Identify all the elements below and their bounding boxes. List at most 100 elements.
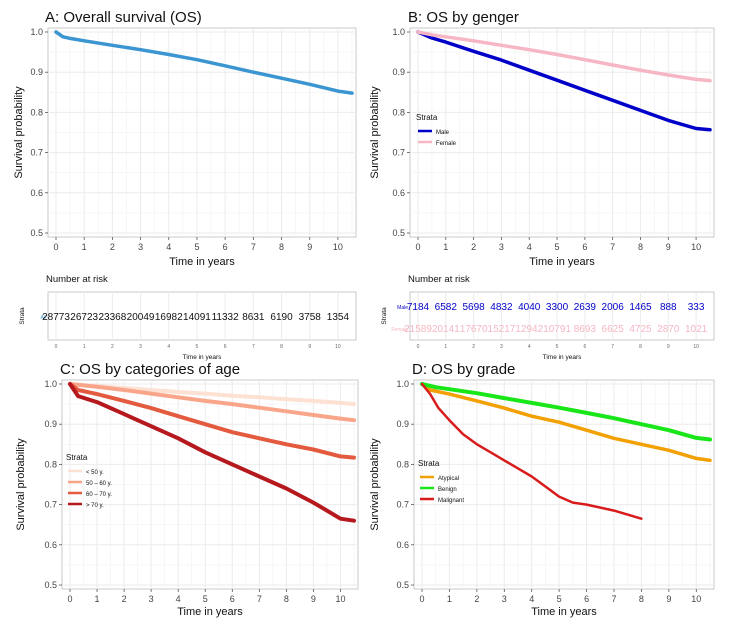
risk-value: 8631 <box>242 312 265 323</box>
legend-label: 60 – 70 y. <box>86 492 112 498</box>
panel-C: C: OS by categories of age 0 1 2 3 4 5 6 7 8 9 10 0.… <box>15 361 359 618</box>
x-tick-label: 10 <box>691 242 701 252</box>
x-axis-title-B: Time in years <box>529 256 595 268</box>
y-tick-label: 1.0 <box>30 27 43 37</box>
y-tick-label: 0.7 <box>396 500 409 510</box>
risk-x-tick-label: 3 <box>500 344 503 350</box>
chart-title-A: A: Overall survival (OS) <box>45 9 202 26</box>
risk-value: 26723 <box>70 312 98 323</box>
legend-label: > 70 y. <box>86 503 104 509</box>
x-tick-label: 0 <box>419 594 424 604</box>
risk-value: 888 <box>660 302 677 313</box>
series-line-atypical <box>420 382 712 463</box>
risk-x-tick-label: 8 <box>639 344 642 350</box>
legend-label: Female <box>436 141 457 147</box>
x-tick-label: 9 <box>666 242 671 252</box>
risk-value: 11332 <box>212 312 240 323</box>
risk-row-label: All <box>40 315 46 321</box>
x-tick-label: 10 <box>333 242 343 252</box>
legend-label: Male <box>436 130 450 136</box>
risk-value: 2006 <box>602 302 625 313</box>
y-tick-label: 0.9 <box>396 419 409 429</box>
legend-B: Strata Male Female <box>416 113 457 147</box>
series-line-50-60-y- <box>68 382 356 423</box>
legend-title: Strata <box>66 453 88 462</box>
series-line-60-70-y- <box>68 382 356 460</box>
x-tick-label: 8 <box>279 242 284 252</box>
x-tick-label: 7 <box>610 242 615 252</box>
risk-value: 10791 <box>543 324 571 335</box>
risk-value: 4832 <box>490 302 513 313</box>
y-tick-label: 0.7 <box>44 500 57 510</box>
x-tick-label: 1 <box>82 242 87 252</box>
x-tick-label: 3 <box>138 242 143 252</box>
risk-row-label: Female <box>391 327 408 333</box>
series-line-all <box>54 30 354 95</box>
risk-x-tick-label: 6 <box>224 344 227 350</box>
risk-table-area <box>47 291 357 341</box>
legend-label: Atypical <box>438 476 459 482</box>
x-tick-label: 1 <box>443 242 448 252</box>
y-tick-label: 0.8 <box>396 459 409 469</box>
y-tick-label: 0.6 <box>44 540 57 550</box>
x-tick-label: 3 <box>499 242 504 252</box>
chart-title-D: D: OS by grade <box>412 361 515 378</box>
x-tick-label: 4 <box>176 594 181 604</box>
legend-label: < 50 y. <box>86 470 104 476</box>
risk-x-tick-label: 4 <box>528 344 531 350</box>
risk-value: 14091 <box>183 312 211 323</box>
risk-x-tick-label: 8 <box>280 344 283 350</box>
y-tick-label: 0.9 <box>44 419 57 429</box>
risk-value: 16982 <box>155 312 183 323</box>
risk-value: 28773 <box>42 312 70 323</box>
risk-x-tick-label: 2 <box>472 344 475 350</box>
x-tick-label: 2 <box>110 242 115 252</box>
x-tick-label: 6 <box>582 242 587 252</box>
risk-value: 17670 <box>460 324 488 335</box>
chart-title-C: C: OS by categories of age <box>60 361 240 378</box>
risk-value: 6190 <box>270 312 293 323</box>
risk-value: 333 <box>688 302 705 313</box>
x-tick-label: 8 <box>284 594 289 604</box>
risk-value: 12942 <box>515 324 543 335</box>
x-tick-label: 4 <box>527 242 532 252</box>
y-tick-label: 0.5 <box>396 580 409 590</box>
x-tick-label: 6 <box>223 242 228 252</box>
risk-x-tick-label: 10 <box>693 344 699 350</box>
x-tick-label: 7 <box>251 242 256 252</box>
risk-value: 4725 <box>629 324 652 335</box>
series-line-male <box>416 30 712 132</box>
x-tick-label: 1 <box>95 594 100 604</box>
risk-y-axis-title: Strata <box>19 307 26 325</box>
x-tick-label: 9 <box>311 594 316 604</box>
x-tick-label: 6 <box>584 594 589 604</box>
legend-label: Malignant <box>438 498 464 504</box>
y-axis-title-C: Survival probability <box>15 438 27 531</box>
x-tick-label: 4 <box>166 242 171 252</box>
series-line--70-y- <box>68 382 356 523</box>
y-tick-label: 0.8 <box>44 459 57 469</box>
y-tick-label: 0.7 <box>30 148 43 158</box>
x-tick-label: 7 <box>611 594 616 604</box>
series-line-female <box>416 30 712 83</box>
x-tick-label: 5 <box>194 242 199 252</box>
risk-value: 5698 <box>462 302 485 313</box>
risk-value: 3758 <box>299 312 322 323</box>
risk-value: 6625 <box>602 324 625 335</box>
risk-x-tick-label: 3 <box>139 344 142 350</box>
risk-x-tick-label: 1 <box>444 344 447 350</box>
x-tick-label: 9 <box>307 242 312 252</box>
risk-value: 2870 <box>657 324 680 335</box>
x-tick-label: 2 <box>122 594 127 604</box>
risk-value: 4040 <box>518 302 541 313</box>
panel-A: A: Overall survival (OS)0 1 2 3 4 5 6 7 8 9 100.50… <box>13 9 357 361</box>
x-tick-label: 0 <box>53 242 58 252</box>
risk-x-tick-label: 10 <box>335 344 341 350</box>
x-tick-label: 3 <box>502 594 507 604</box>
x-tick-label: 2 <box>471 242 476 252</box>
legend-label: Benign <box>438 487 457 493</box>
